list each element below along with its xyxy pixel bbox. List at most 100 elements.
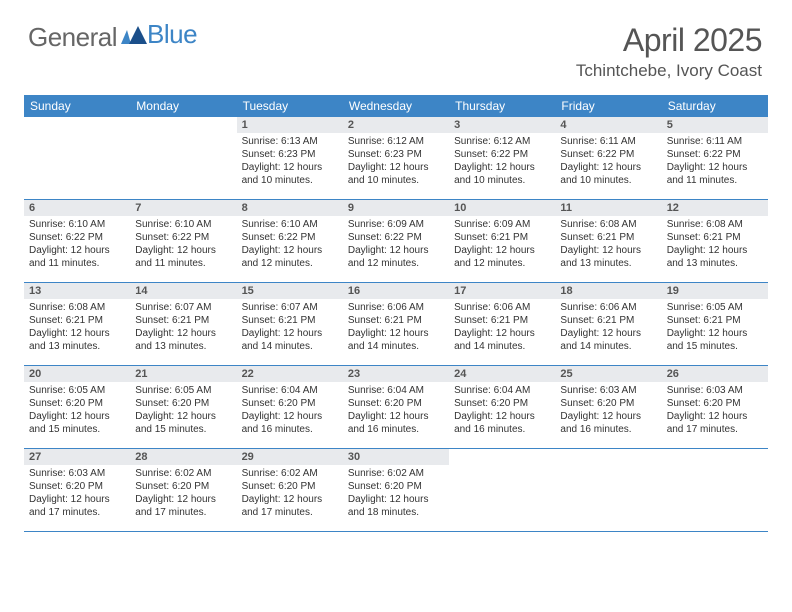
day-detail-line: Daylight: 12 hours and 11 minutes.: [29, 244, 125, 270]
weekday-header-row: SundayMondayTuesdayWednesdayThursdayFrid…: [24, 95, 768, 117]
day-detail-line: Sunset: 6:22 PM: [667, 148, 763, 161]
day-details: Sunrise: 6:03 AMSunset: 6:20 PMDaylight:…: [555, 384, 661, 436]
day-number: 10: [449, 200, 555, 216]
day-details: Sunrise: 6:04 AMSunset: 6:20 PMDaylight:…: [237, 384, 343, 436]
day-number: 18: [555, 283, 661, 299]
day-details: Sunrise: 6:11 AMSunset: 6:22 PMDaylight:…: [662, 135, 768, 187]
weekday-header: Saturday: [662, 95, 768, 117]
day-number: 26: [662, 366, 768, 382]
day-cell: 22Sunrise: 6:04 AMSunset: 6:20 PMDayligh…: [237, 366, 343, 448]
day-detail-line: Sunrise: 6:04 AM: [348, 384, 444, 397]
day-number: 1: [237, 117, 343, 133]
day-details: Sunrise: 6:10 AMSunset: 6:22 PMDaylight:…: [237, 218, 343, 270]
day-detail-line: Sunrise: 6:13 AM: [242, 135, 338, 148]
day-details: Sunrise: 6:12 AMSunset: 6:22 PMDaylight:…: [449, 135, 555, 187]
day-detail-line: Sunset: 6:21 PM: [135, 314, 231, 327]
day-detail-line: Daylight: 12 hours and 10 minutes.: [242, 161, 338, 187]
day-detail-line: Sunrise: 6:02 AM: [348, 467, 444, 480]
day-detail-line: Sunset: 6:22 PM: [454, 148, 550, 161]
day-cell: 19Sunrise: 6:05 AMSunset: 6:21 PMDayligh…: [662, 283, 768, 365]
day-details: Sunrise: 6:07 AMSunset: 6:21 PMDaylight:…: [237, 301, 343, 353]
day-detail-line: Sunrise: 6:10 AM: [135, 218, 231, 231]
day-detail-line: Daylight: 12 hours and 16 minutes.: [348, 410, 444, 436]
day-cell: 24Sunrise: 6:04 AMSunset: 6:20 PMDayligh…: [449, 366, 555, 448]
day-details: Sunrise: 6:10 AMSunset: 6:22 PMDaylight:…: [24, 218, 130, 270]
day-detail-line: Sunset: 6:20 PM: [242, 480, 338, 493]
day-details: Sunrise: 6:06 AMSunset: 6:21 PMDaylight:…: [343, 301, 449, 353]
page-header: General Blue April 2025 Tchintchebe, Ivo…: [0, 0, 792, 87]
day-cell: 7 Sunrise: 6:10 AMSunset: 6:22 PMDaylight…: [130, 200, 236, 282]
day-detail-line: Daylight: 12 hours and 15 minutes.: [29, 410, 125, 436]
day-number: 4: [555, 117, 661, 133]
day-details: Sunrise: 6:07 AMSunset: 6:21 PMDaylight:…: [130, 301, 236, 353]
day-detail-line: Sunrise: 6:03 AM: [560, 384, 656, 397]
week-row: 13Sunrise: 6:08 AMSunset: 6:21 PMDayligh…: [24, 283, 768, 366]
day-number: 27: [24, 449, 130, 465]
day-detail-line: Daylight: 12 hours and 15 minutes.: [667, 327, 763, 353]
day-detail-line: Daylight: 12 hours and 17 minutes.: [242, 493, 338, 519]
day-details: Sunrise: 6:08 AMSunset: 6:21 PMDaylight:…: [555, 218, 661, 270]
day-detail-line: Sunset: 6:21 PM: [29, 314, 125, 327]
logo-text-blue: Blue: [147, 19, 197, 50]
day-detail-line: Sunrise: 6:06 AM: [348, 301, 444, 314]
day-details: Sunrise: 6:10 AMSunset: 6:22 PMDaylight:…: [130, 218, 236, 270]
day-cell: 6Sunrise: 6:10 AMSunset: 6:22 PMDaylight…: [24, 200, 130, 282]
day-cell: 3Sunrise: 6:12 AMSunset: 6:22 PMDaylight…: [449, 117, 555, 199]
day-detail-line: Sunrise: 6:07 AM: [135, 301, 231, 314]
day-detail-line: Sunset: 6:21 PM: [348, 314, 444, 327]
day-detail-line: Sunset: 6:23 PM: [348, 148, 444, 161]
day-cell: [662, 449, 768, 531]
day-detail-line: Sunset: 6:20 PM: [348, 397, 444, 410]
day-number: [24, 117, 130, 133]
day-detail-line: Daylight: 12 hours and 13 minutes.: [29, 327, 125, 353]
day-detail-line: Sunrise: 6:10 AM: [29, 218, 125, 231]
day-detail-line: Sunrise: 6:05 AM: [29, 384, 125, 397]
day-detail-line: Daylight: 12 hours and 13 minutes.: [560, 244, 656, 270]
day-detail-line: Sunrise: 6:04 AM: [454, 384, 550, 397]
weekday-header: Tuesday: [237, 95, 343, 117]
day-detail-line: Daylight: 12 hours and 10 minutes.: [560, 161, 656, 187]
day-detail-line: Sunrise: 6:06 AM: [560, 301, 656, 314]
day-details: Sunrise: 6:06 AMSunset: 6:21 PMDaylight:…: [449, 301, 555, 353]
day-detail-line: Sunset: 6:22 PM: [560, 148, 656, 161]
day-details: Sunrise: 6:05 AMSunset: 6:21 PMDaylight:…: [662, 301, 768, 353]
day-number: 12: [662, 200, 768, 216]
day-number: [555, 449, 661, 465]
day-cell: 17Sunrise: 6:06 AMSunset: 6:21 PMDayligh…: [449, 283, 555, 365]
day-detail-line: Sunset: 6:21 PM: [667, 314, 763, 327]
day-detail-line: Sunset: 6:22 PM: [135, 231, 231, 244]
day-cell: [449, 449, 555, 531]
day-cell: 21Sunrise: 6:05 AMSunset: 6:20 PMDayligh…: [130, 366, 236, 448]
day-detail-line: Daylight: 12 hours and 10 minutes.: [454, 161, 550, 187]
day-number: 7: [130, 200, 236, 216]
day-detail-line: Sunrise: 6:10 AM: [242, 218, 338, 231]
day-number: 14: [130, 283, 236, 299]
day-details: Sunrise: 6:05 AMSunset: 6:20 PMDaylight:…: [130, 384, 236, 436]
day-detail-line: Daylight: 12 hours and 17 minutes.: [667, 410, 763, 436]
day-cell: 13Sunrise: 6:08 AMSunset: 6:21 PMDayligh…: [24, 283, 130, 365]
day-details: Sunrise: 6:13 AMSunset: 6:23 PMDaylight:…: [237, 135, 343, 187]
weekday-header: Sunday: [24, 95, 130, 117]
day-detail-line: Sunrise: 6:12 AM: [348, 135, 444, 148]
day-details: Sunrise: 6:05 AMSunset: 6:20 PMDaylight:…: [24, 384, 130, 436]
day-detail-line: Daylight: 12 hours and 16 minutes.: [242, 410, 338, 436]
day-details: Sunrise: 6:03 AMSunset: 6:20 PMDaylight:…: [662, 384, 768, 436]
day-detail-line: Sunset: 6:20 PM: [348, 480, 444, 493]
day-detail-line: Daylight: 12 hours and 14 minutes.: [454, 327, 550, 353]
day-detail-line: Sunrise: 6:09 AM: [454, 218, 550, 231]
day-cell: 27Sunrise: 6:03 AMSunset: 6:20 PMDayligh…: [24, 449, 130, 531]
day-cell: 25Sunrise: 6:03 AMSunset: 6:20 PMDayligh…: [555, 366, 661, 448]
day-detail-line: Sunset: 6:20 PM: [29, 397, 125, 410]
day-detail-line: Sunrise: 6:02 AM: [242, 467, 338, 480]
day-detail-line: Sunset: 6:21 PM: [667, 231, 763, 244]
day-cell: 2Sunrise: 6:12 AMSunset: 6:23 PMDaylight…: [343, 117, 449, 199]
day-cell: [555, 449, 661, 531]
day-number: [662, 449, 768, 465]
day-detail-line: Sunrise: 6:08 AM: [560, 218, 656, 231]
day-detail-line: Daylight: 12 hours and 13 minutes.: [667, 244, 763, 270]
day-number: 24: [449, 366, 555, 382]
day-cell: 9Sunrise: 6:09 AMSunset: 6:22 PMDaylight…: [343, 200, 449, 282]
day-number: 30: [343, 449, 449, 465]
day-number: [130, 117, 236, 133]
day-cell: 29Sunrise: 6:02 AMSunset: 6:20 PMDayligh…: [237, 449, 343, 531]
